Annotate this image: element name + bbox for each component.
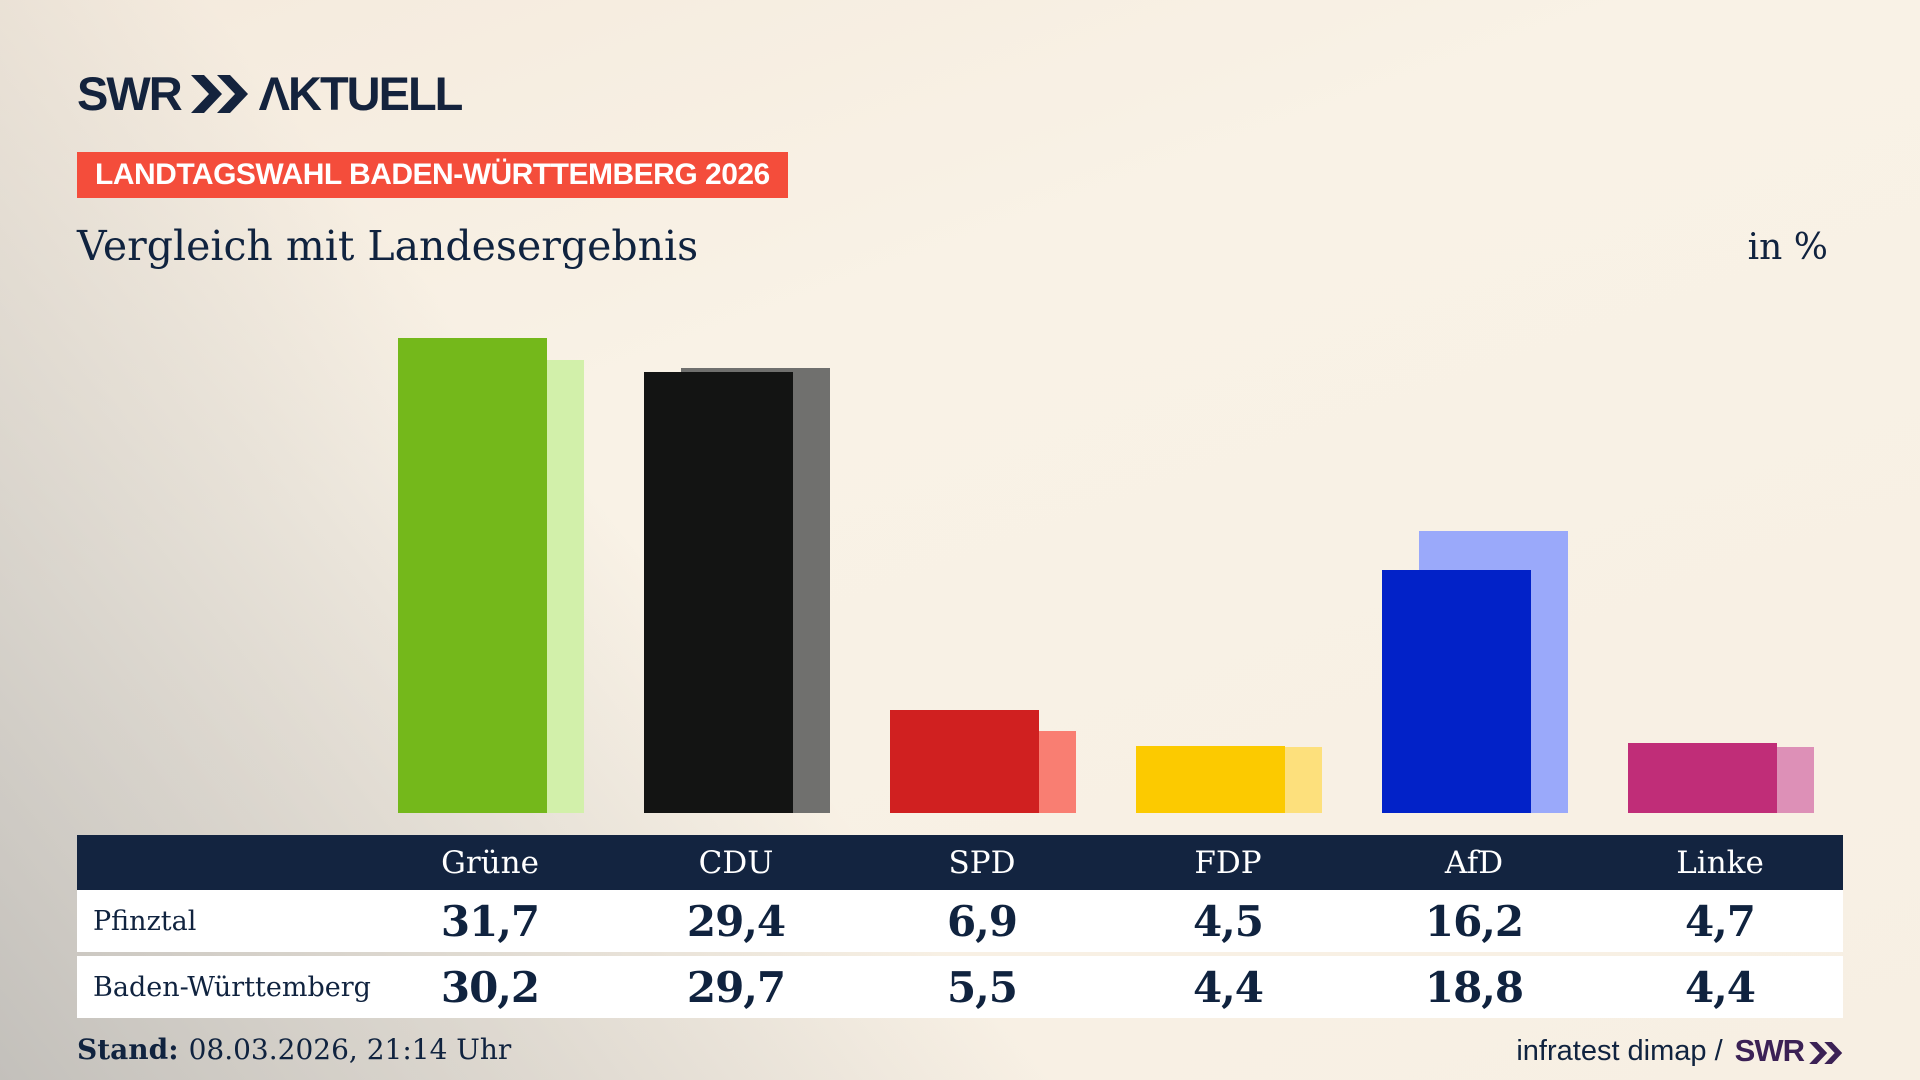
bar-pfinztal-spd: [890, 709, 1039, 813]
bar-pfinztal-afd: [1382, 570, 1531, 813]
value-pfinztal-afd: 16,2: [1424, 896, 1524, 946]
swr-logo-small-text: SWR: [1734, 1033, 1805, 1068]
logo-swr-text: SWR: [77, 66, 183, 120]
column-header-gruene: Grüne: [441, 844, 539, 881]
bar-pfinztal-fdp: [1136, 745, 1285, 813]
value-bw-spd: 5,5: [946, 962, 1018, 1012]
value-pfinztal-gruene: 31,7: [440, 896, 540, 946]
value-bw-fdp: 4,4: [1192, 962, 1264, 1012]
row-label-baden-wuerttemberg: Baden-Württemberg: [93, 971, 371, 1003]
timestamp-label: Stand:: [77, 1033, 179, 1066]
value-pfinztal-cdu: 29,4: [686, 896, 786, 946]
timestamp: Stand: 08.03.2026, 21:14 Uhr: [77, 1033, 511, 1066]
table-header-row: Grüne CDU SPD FDP AfD Linke: [77, 835, 1843, 890]
value-pfinztal-spd: 6,9: [946, 896, 1018, 946]
source-credit: infratest dimap / SWR: [1516, 1033, 1843, 1069]
bar-pfinztal-linke: [1628, 742, 1777, 813]
table-row-baden-wuerttemberg: Baden-Württemberg 30,2 29,7 5,5 4,4 18,8…: [77, 956, 1843, 1018]
column-header-spd: SPD: [948, 844, 1016, 881]
logo-chevrons-icon: [190, 75, 248, 113]
logo-aktuell-text: ΛKTUELL: [258, 66, 464, 120]
value-bw-afd: 18,8: [1424, 962, 1524, 1012]
timestamp-value: 08.03.2026, 21:14 Uhr: [188, 1033, 512, 1066]
value-bw-linke: 4,4: [1684, 962, 1756, 1012]
bar-pfinztal-cdu: [644, 372, 793, 813]
swr-logo-small: SWR: [1735, 1033, 1843, 1069]
column-header-cdu: CDU: [698, 844, 774, 881]
row-label-pfinztal: Pfinztal: [93, 905, 197, 937]
bar-pfinztal-gruene: [398, 337, 547, 813]
chart-title: Vergleich mit Landesergebnis: [77, 222, 699, 270]
source-text: infratest dimap /: [1516, 1034, 1723, 1067]
election-badge: LANDTAGSWAHL BADEN-WÜRTTEMBERG 2026: [77, 152, 788, 198]
column-header-afd: AfD: [1444, 844, 1504, 881]
result-table: Grüne CDU SPD FDP AfD Linke Pfinztal 31,…: [77, 835, 1843, 1018]
column-header-linke: Linke: [1676, 844, 1764, 881]
table-row-pfinztal: Pfinztal 31,7 29,4 6,9 4,5 16,2 4,7: [77, 890, 1843, 952]
value-bw-cdu: 29,7: [686, 962, 786, 1012]
unit-label: in %: [1747, 227, 1828, 268]
value-bw-gruene: 30,2: [440, 962, 540, 1012]
column-header-fdp: FDP: [1194, 844, 1262, 881]
swr-logo-chevrons-icon: [1809, 1041, 1843, 1064]
value-pfinztal-fdp: 4,5: [1192, 896, 1264, 946]
value-pfinztal-linke: 4,7: [1684, 896, 1756, 946]
swr-aktuell-logo: SWR ΛKTUELL: [77, 66, 464, 120]
